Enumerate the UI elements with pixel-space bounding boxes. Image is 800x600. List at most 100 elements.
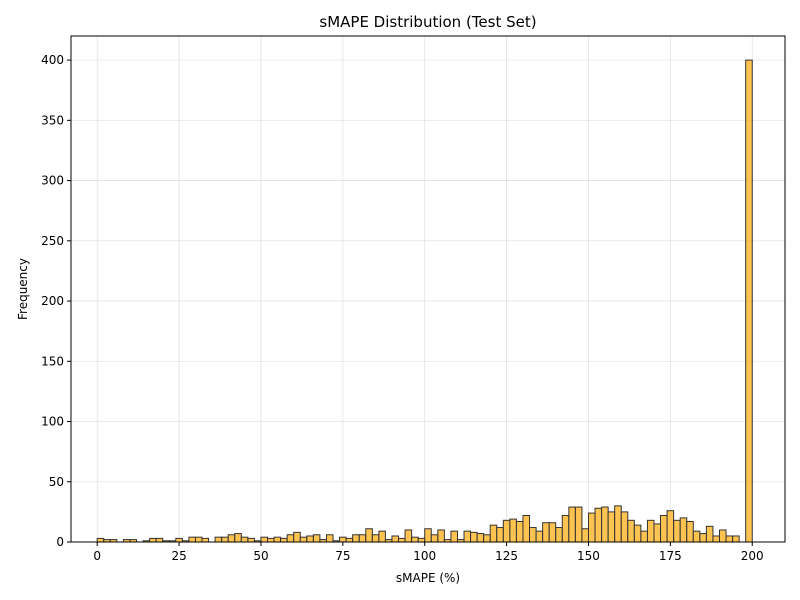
histogram-bar — [155, 537, 164, 543]
x-tick-label: 75 — [335, 549, 350, 563]
histogram-bar — [529, 527, 537, 543]
histogram-bar — [705, 525, 714, 543]
histogram-bar — [712, 535, 720, 543]
histogram-bar — [430, 534, 439, 543]
chart-title: sMAPE Distribution (Test Set) — [319, 13, 536, 31]
histogram-bar — [260, 536, 269, 543]
histogram-bar — [548, 522, 557, 543]
histogram-bar — [339, 536, 347, 543]
histogram-bar — [240, 536, 249, 543]
y-tick-label: 50 — [49, 475, 64, 489]
histogram-bar — [398, 537, 406, 543]
histogram-bar — [699, 533, 707, 543]
x-tick-label: 0 — [93, 549, 101, 563]
histogram-bar — [646, 519, 655, 543]
histogram-bar — [581, 528, 589, 543]
histogram-bar — [483, 534, 491, 543]
histogram-bar — [561, 514, 570, 543]
histogram-bar — [574, 506, 583, 543]
histogram-bar — [312, 534, 321, 543]
histogram-bar — [489, 524, 498, 543]
histogram-bar — [391, 535, 400, 543]
histogram-bar — [188, 536, 196, 543]
histogram-bar — [587, 512, 596, 543]
histogram-bar — [424, 528, 432, 543]
histogram-bar — [214, 536, 223, 543]
histogram-bar — [201, 537, 210, 543]
histogram-bar — [502, 519, 511, 543]
y-tick-label: 250 — [41, 234, 64, 248]
histogram-bar — [286, 534, 295, 543]
histogram-bar — [653, 523, 662, 543]
histogram-bar — [666, 510, 675, 543]
histogram-bar — [194, 536, 203, 543]
histogram-bar — [601, 506, 609, 543]
histogram-bar — [476, 533, 485, 543]
histogram-bar — [515, 521, 524, 543]
y-tick-label: 400 — [41, 53, 64, 67]
histogram-bar — [365, 528, 373, 543]
histogram-bar — [293, 531, 301, 543]
histogram-bar — [633, 524, 642, 543]
histogram-bar — [679, 517, 688, 543]
histogram-bar — [594, 507, 603, 543]
x-axis-label: sMAPE (%) — [396, 571, 460, 585]
histogram-bar — [227, 534, 236, 543]
y-tick-label: 300 — [41, 174, 64, 188]
grid-lines — [71, 36, 785, 543]
histogram-bar — [175, 537, 183, 543]
y-tick-label: 100 — [41, 415, 64, 429]
y-axis-label: Frequency — [16, 258, 30, 320]
histogram-bar — [299, 536, 308, 543]
histogram-bar — [149, 537, 157, 543]
histogram-bar — [378, 530, 386, 543]
x-tick-label: 200 — [741, 549, 764, 563]
histogram-bar — [306, 535, 314, 543]
histogram-bar — [732, 535, 740, 543]
histogram-bar — [247, 537, 255, 543]
histogram-bar — [640, 530, 648, 543]
histogram-bar — [450, 530, 458, 543]
histogram-bar — [522, 514, 531, 543]
histogram-bar — [718, 529, 727, 543]
x-tick-label: 125 — [495, 549, 518, 563]
histogram-bar — [437, 529, 445, 543]
histogram-bar — [345, 537, 354, 543]
y-tick-label: 200 — [41, 294, 64, 308]
histogram-bar — [470, 531, 478, 543]
x-tick-label: 100 — [413, 549, 436, 563]
histogram-bar — [509, 518, 517, 543]
histogram-bar — [555, 527, 563, 543]
histogram-bar — [496, 527, 504, 543]
histogram-bar — [417, 537, 426, 543]
histogram-bar — [463, 530, 472, 543]
histogram-bar — [273, 536, 282, 543]
histogram-bar — [673, 519, 681, 543]
histogram-bar — [221, 536, 229, 543]
histogram-bar — [404, 529, 413, 543]
histogram-bar — [358, 534, 367, 543]
x-tick-label: 175 — [659, 549, 682, 563]
histogram-bar — [620, 511, 629, 543]
histogram-bar — [371, 534, 380, 543]
x-tick-label: 25 — [171, 549, 186, 563]
histogram-bar — [542, 522, 550, 543]
histogram-bar — [686, 521, 694, 543]
histogram-bar — [614, 505, 622, 543]
histogram-bar — [692, 530, 701, 543]
y-tick-label: 350 — [41, 113, 64, 127]
histogram-bar — [96, 537, 105, 543]
axis-ticks: 0 25 50 75 100 125 150 175 200 0 50 100 150 200 250 300… — [41, 53, 764, 563]
histogram-bar — [234, 533, 242, 543]
y-tick-label: 0 — [56, 535, 64, 549]
histogram-bar — [535, 530, 544, 543]
x-tick-label: 50 — [253, 549, 268, 563]
histogram-bar — [267, 537, 275, 543]
histogram-bar — [352, 534, 360, 543]
y-tick-label: 150 — [41, 354, 64, 368]
histogram-bar — [325, 534, 334, 543]
histogram-bar — [627, 519, 635, 543]
histogram-bar — [607, 511, 616, 543]
